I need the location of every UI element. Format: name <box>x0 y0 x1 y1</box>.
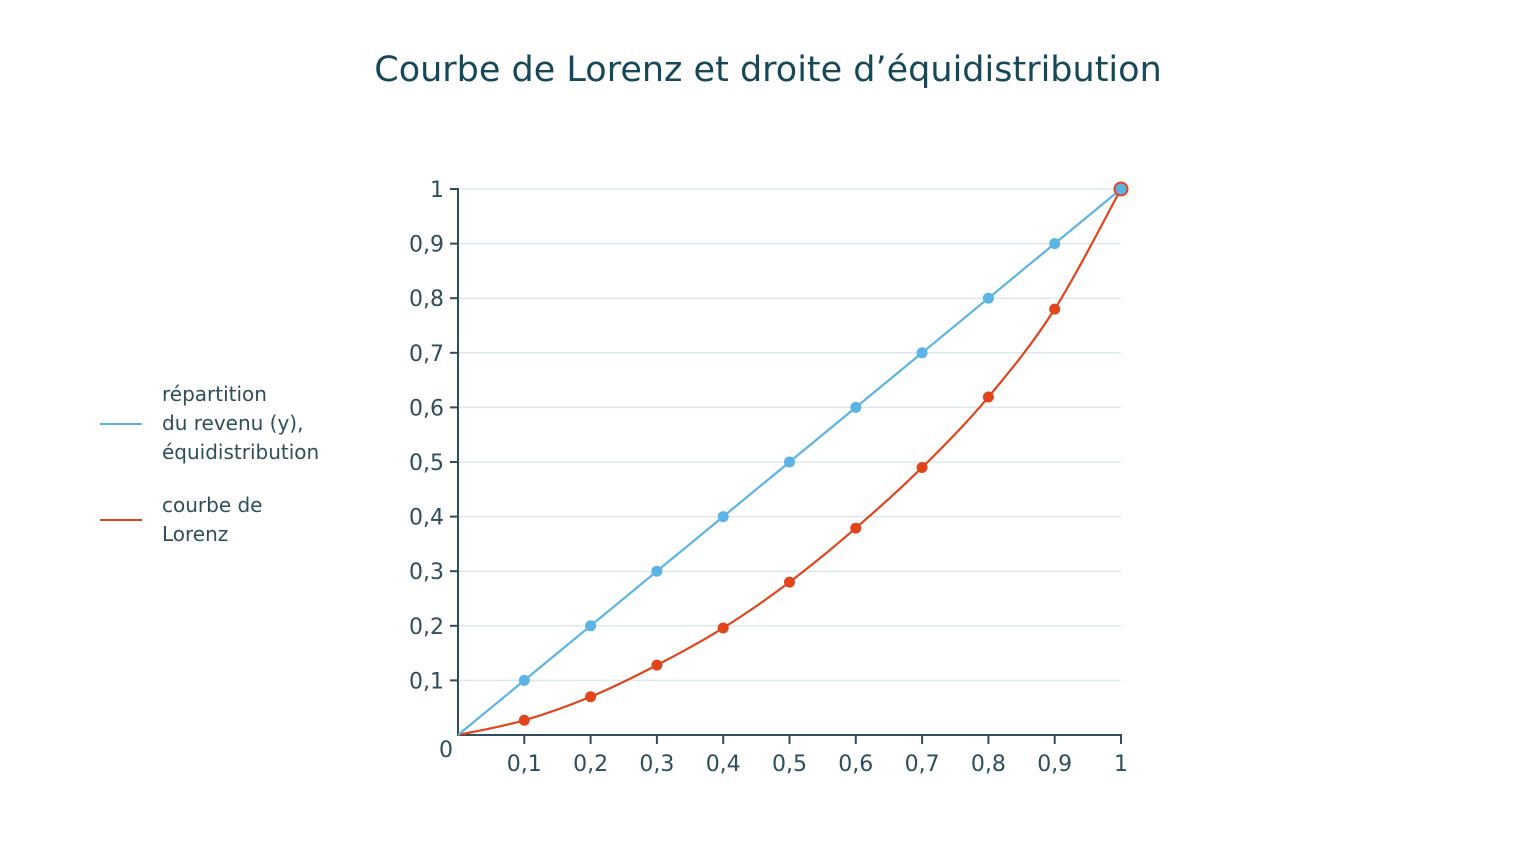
equality-point <box>585 620 597 632</box>
y-tick-label: 0,6 <box>409 396 444 421</box>
x-tick-label: 0,8 <box>971 752 1006 777</box>
equality-point <box>916 347 928 359</box>
axes <box>450 188 1122 744</box>
x-tick-label: 0,9 <box>1037 752 1072 777</box>
lorenz-point <box>916 461 928 473</box>
lorenz-point <box>1049 303 1061 315</box>
y-tick-label: 0,9 <box>409 233 444 258</box>
end-point <box>1113 181 1129 197</box>
y-tick-label: 0,2 <box>409 615 444 640</box>
equality-point <box>717 511 729 523</box>
legend-item-equality: répartition du revenu (y), équidistribut… <box>100 380 319 467</box>
equality-point <box>651 565 663 577</box>
equality-point <box>850 401 862 413</box>
lorenz-point <box>982 391 994 403</box>
legend-swatch-equality <box>100 422 142 425</box>
x-tick-label: 0,4 <box>706 752 741 777</box>
y-tick-label: 0,4 <box>409 506 444 531</box>
y-tick-label: 0,3 <box>409 560 444 585</box>
lorenz-point <box>518 714 530 726</box>
x-tick-label: 0,3 <box>639 752 674 777</box>
equality-point <box>784 456 795 468</box>
lorenz-point <box>651 659 663 671</box>
legend-label-equality: répartition du revenu (y), équidistribut… <box>162 382 320 464</box>
y-tick-label: 1 <box>430 178 444 203</box>
tick-labels: 0,1 0,2 0,3 0,4 0,5 0,6 0,7 0,8 0,9 1 0,1 0,2 0,3 0,4… <box>409 178 1128 777</box>
lorenz-point <box>784 576 795 588</box>
x-tick-label: 0,6 <box>838 752 873 777</box>
x-tick-label: 1 <box>1114 752 1128 777</box>
lorenz-point <box>717 622 729 634</box>
series <box>457 181 1129 737</box>
x-tick-label: 0,2 <box>573 752 608 777</box>
legend-label-lorenz: courbe de Lorenz <box>162 493 263 546</box>
legend: répartition du revenu (y), équidistribut… <box>100 380 319 549</box>
y-tick-label: 0,1 <box>409 669 444 694</box>
equality-point <box>982 292 994 304</box>
legend-item-lorenz: courbe de Lorenz <box>100 491 319 549</box>
equality-point <box>1049 238 1061 250</box>
origin-label: 0 <box>439 738 453 763</box>
lorenz-curve <box>457 188 1122 737</box>
x-tick-label: 0,1 <box>507 752 542 777</box>
chart-title: Courbe de Lorenz et droite d’équidistrib… <box>374 50 1162 90</box>
x-tick-label: 0,5 <box>772 752 807 777</box>
lorenz-point <box>850 522 862 534</box>
equality-point <box>518 674 530 686</box>
lorenz-point <box>585 691 597 703</box>
y-tick-label: 0,5 <box>409 451 444 476</box>
legend-swatch-lorenz <box>100 519 142 521</box>
y-tick-label: 0,7 <box>409 342 444 367</box>
y-tick-label: 0,8 <box>409 287 444 312</box>
gridlines <box>458 188 1121 682</box>
x-tick-label: 0,7 <box>905 752 940 777</box>
